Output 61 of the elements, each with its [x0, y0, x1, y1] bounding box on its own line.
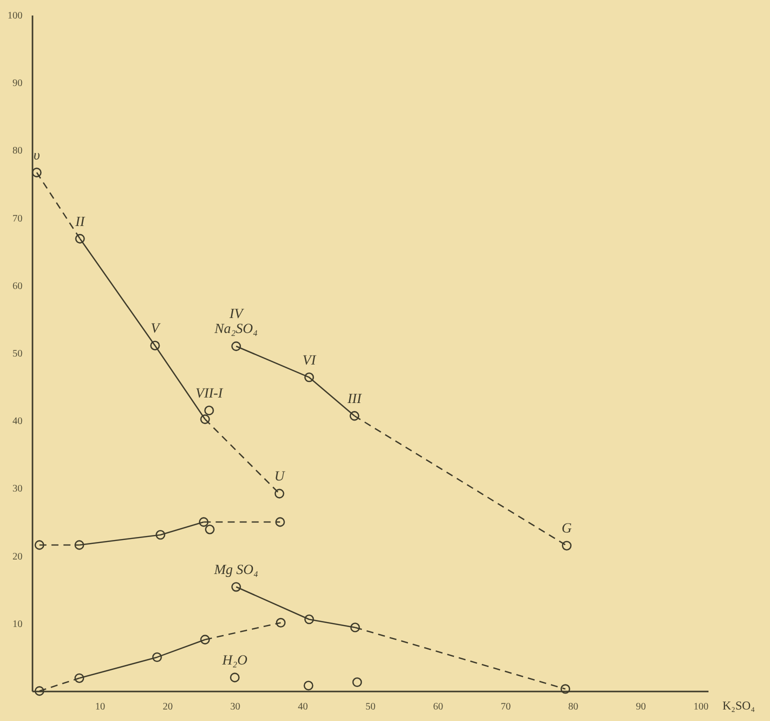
x-tick-label: 30: [230, 702, 240, 712]
y-tick-label: 90: [12, 78, 22, 90]
point: [200, 414, 210, 424]
x-tick-label: 40: [298, 702, 308, 712]
annotation: H₂O: [221, 653, 248, 668]
point: [150, 340, 160, 350]
point: [152, 652, 162, 662]
x-axis-title: K₂SO₄: [722, 698, 755, 712]
y-tick-label: 100: [8, 10, 22, 22]
point: [204, 406, 214, 416]
x-tick-label: 70: [500, 702, 511, 712]
annotation: III: [346, 392, 363, 407]
point: [231, 341, 241, 352]
x-tick-label: 90: [636, 702, 646, 712]
point: [350, 411, 360, 421]
point: [230, 672, 240, 682]
point: [231, 582, 241, 592]
point: [560, 684, 570, 694]
annotation: V: [150, 322, 161, 337]
point: [562, 540, 572, 550]
y-tick-label: 70: [12, 213, 22, 224]
point: [34, 540, 44, 550]
point: [200, 634, 210, 644]
point: [275, 517, 285, 527]
annotation: Na₂SO₄: [214, 322, 258, 338]
x-tick-label: 60: [433, 702, 444, 712]
annotation: VI: [302, 353, 318, 368]
annotation: G: [562, 522, 572, 537]
annotation: υ: [34, 148, 40, 164]
annotation: VII-I: [196, 386, 224, 402]
point: [156, 530, 166, 540]
y-tick-label: 80: [12, 146, 22, 157]
x-tick-label: 20: [162, 702, 173, 712]
point: [34, 686, 44, 696]
point: [204, 524, 215, 534]
x-tick-label: 10: [95, 702, 106, 712]
y-tick-label: 20: [12, 551, 22, 562]
y-tick-label: 30: [12, 484, 22, 495]
y-tick-label: 40: [12, 416, 22, 428]
point: [32, 168, 42, 178]
annotation: U: [274, 470, 286, 485]
point: [274, 488, 284, 498]
x-tick-label: 50: [366, 702, 376, 712]
annotation: II: [74, 214, 86, 230]
point: [304, 372, 314, 382]
y-tick-label: 60: [12, 280, 22, 292]
annotation: IV: [228, 307, 244, 322]
y-tick-label: 10: [12, 618, 22, 630]
point: [74, 673, 84, 683]
annotation: Mg SO₄: [213, 562, 258, 578]
point: [198, 517, 209, 527]
point: [74, 540, 84, 550]
point: [75, 234, 85, 244]
point: [350, 622, 360, 632]
point: [304, 680, 314, 690]
point: [352, 677, 362, 688]
x-tick-label: 80: [568, 702, 578, 712]
y-tick-label: 50: [12, 348, 22, 360]
x-tick-label: 100: [694, 702, 708, 712]
point: [304, 614, 314, 624]
point: [276, 618, 286, 628]
